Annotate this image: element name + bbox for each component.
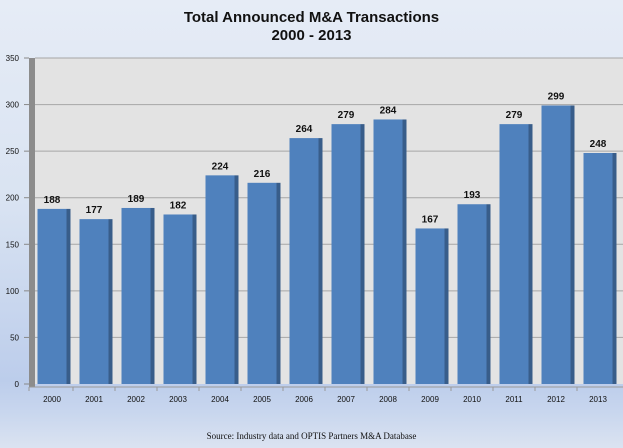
bar-side bbox=[192, 214, 197, 384]
data-label: 279 bbox=[506, 110, 523, 121]
x-tick-label: 2006 bbox=[295, 395, 313, 404]
bar-side bbox=[444, 228, 449, 384]
x-tick-label: 2009 bbox=[421, 395, 439, 404]
bars bbox=[37, 105, 617, 384]
x-tick-label: 2010 bbox=[463, 395, 481, 404]
chart-title: Total Announced M&A Transactions bbox=[183, 9, 440, 26]
x-tick-label: 2013 bbox=[589, 395, 607, 404]
data-labels: 188 177 189 182 224 216 264 279 284 167 193 279 299 2… bbox=[44, 92, 607, 226]
data-label: 167 bbox=[422, 214, 439, 225]
y-tick-label: 150 bbox=[6, 240, 20, 249]
y-axis: 0 50 100 150 200 250 300 350 bbox=[6, 54, 29, 389]
bar bbox=[415, 228, 445, 384]
chart-subtitle: 2000 - 2013 bbox=[271, 27, 352, 44]
bar-side bbox=[486, 204, 491, 384]
data-label: 279 bbox=[338, 110, 355, 121]
x-tick-label: 2004 bbox=[211, 395, 229, 404]
y-tick-label: 250 bbox=[6, 147, 20, 156]
bar bbox=[583, 153, 613, 384]
x-tick-label: 2012 bbox=[547, 395, 565, 404]
bar-side bbox=[108, 219, 113, 384]
bar-side bbox=[360, 124, 365, 384]
data-label: 216 bbox=[254, 169, 271, 180]
bar bbox=[37, 208, 67, 384]
bar bbox=[373, 119, 403, 384]
y-tick-label: 300 bbox=[6, 101, 20, 110]
x-tick-label: 2005 bbox=[253, 395, 271, 404]
bar bbox=[541, 105, 571, 384]
x-axis: 2000 2001 2002 2003 2004 2005 2006 2007 2008 2009… bbox=[28, 386, 623, 404]
data-label: 193 bbox=[464, 190, 481, 201]
bar bbox=[289, 138, 319, 384]
data-label: 248 bbox=[590, 139, 607, 150]
bar bbox=[79, 219, 109, 384]
source-note: Source: Industry data and OPTIS Partners… bbox=[206, 431, 417, 441]
x-tick-label: 2001 bbox=[85, 395, 103, 404]
data-label: 177 bbox=[86, 205, 103, 216]
y-tick-label: 100 bbox=[6, 287, 20, 296]
data-label: 224 bbox=[212, 161, 229, 172]
bar-side bbox=[234, 175, 239, 384]
bar bbox=[457, 204, 487, 384]
bar-side bbox=[528, 124, 533, 384]
x-tick-label: 2011 bbox=[505, 395, 523, 404]
bar-side bbox=[612, 153, 617, 384]
data-label: 264 bbox=[296, 124, 313, 135]
bar bbox=[499, 124, 529, 384]
bar-side bbox=[318, 138, 323, 384]
bar-side bbox=[402, 119, 407, 384]
data-label: 188 bbox=[44, 195, 61, 206]
bar-side bbox=[570, 105, 575, 384]
bar bbox=[121, 207, 151, 384]
y-tick-label: 50 bbox=[10, 333, 19, 342]
bar-side bbox=[150, 207, 155, 384]
data-label: 299 bbox=[548, 92, 565, 103]
y-tick-label: 0 bbox=[15, 380, 20, 389]
bar bbox=[205, 175, 235, 384]
data-label: 182 bbox=[170, 200, 187, 211]
bar bbox=[331, 124, 361, 384]
x-tick-label: 2000 bbox=[43, 395, 61, 404]
side-wall bbox=[29, 58, 35, 387]
bar bbox=[163, 214, 193, 384]
data-label: 189 bbox=[128, 194, 145, 205]
x-tick-label: 2003 bbox=[169, 395, 187, 404]
x-tick-label: 2007 bbox=[337, 395, 355, 404]
x-tick-label: 2002 bbox=[127, 395, 145, 404]
bar bbox=[247, 182, 277, 384]
y-tick-label: 350 bbox=[6, 54, 20, 63]
bar-side bbox=[276, 182, 281, 384]
y-tick-label: 200 bbox=[6, 194, 20, 203]
data-label: 284 bbox=[380, 105, 397, 116]
bar-side bbox=[66, 208, 71, 384]
x-tick-label: 2008 bbox=[379, 395, 397, 404]
